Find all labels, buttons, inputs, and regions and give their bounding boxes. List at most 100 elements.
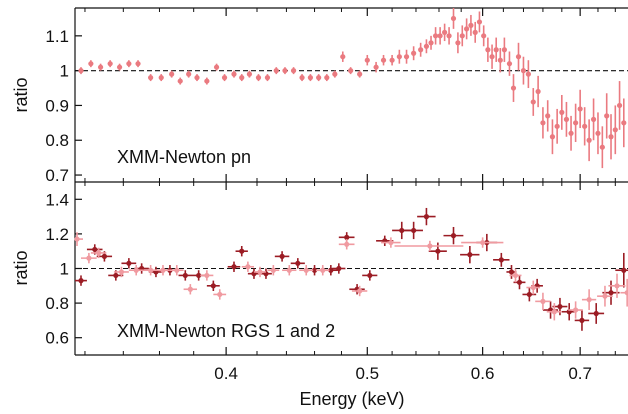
data-point bbox=[624, 290, 628, 296]
data-point bbox=[186, 71, 192, 77]
data-point bbox=[411, 227, 417, 234]
data-point bbox=[213, 64, 220, 70]
data-point bbox=[86, 255, 92, 261]
y-tick-label: 1 bbox=[60, 62, 69, 81]
data-point bbox=[399, 227, 405, 234]
data-point bbox=[388, 239, 394, 246]
data-point bbox=[316, 75, 322, 81]
data-point bbox=[608, 290, 614, 296]
y-tick-label: 0.7 bbox=[45, 166, 69, 185]
data-point bbox=[101, 253, 108, 259]
data-point bbox=[204, 272, 210, 279]
pn-panel: 0.7 0.8 0.9 1 1.1 ratio XMM-Newton pn bbox=[11, 7, 628, 185]
data-point bbox=[497, 57, 503, 63]
data-point bbox=[245, 264, 251, 270]
data-point bbox=[604, 113, 610, 119]
data-point bbox=[96, 250, 102, 256]
data-point bbox=[78, 68, 84, 74]
data-point bbox=[608, 134, 614, 140]
y-tick-label: 0.6 bbox=[45, 329, 69, 348]
data-point bbox=[530, 284, 536, 291]
data-point bbox=[599, 144, 605, 150]
y-tick-label: 0.9 bbox=[45, 96, 69, 115]
data-point bbox=[614, 283, 620, 289]
data-point bbox=[476, 19, 483, 25]
data-point bbox=[545, 113, 551, 119]
data-point bbox=[540, 120, 546, 126]
data-point bbox=[554, 123, 560, 129]
data-point bbox=[126, 61, 132, 67]
data-point bbox=[396, 54, 402, 60]
data-point bbox=[508, 269, 515, 275]
data-point bbox=[303, 267, 309, 273]
data-point bbox=[480, 239, 486, 246]
data-point bbox=[573, 307, 579, 313]
data-point bbox=[446, 33, 452, 39]
data-point bbox=[432, 33, 439, 39]
data-point bbox=[380, 57, 387, 63]
y-tick-label: 1.1 bbox=[45, 27, 69, 46]
data-point bbox=[177, 78, 183, 84]
data-point bbox=[344, 241, 350, 247]
data-point bbox=[270, 267, 276, 273]
data-point bbox=[282, 68, 288, 74]
data-point bbox=[357, 71, 363, 77]
data-point bbox=[74, 236, 80, 242]
y-axis-label: ratio bbox=[11, 77, 31, 112]
data-point bbox=[113, 272, 119, 279]
data-point bbox=[602, 293, 608, 299]
x-tick-label: 0.5 bbox=[355, 364, 379, 383]
data-point bbox=[621, 120, 627, 126]
data-point bbox=[344, 234, 350, 240]
data-point bbox=[148, 75, 154, 81]
data-point bbox=[348, 68, 354, 74]
data-point bbox=[590, 116, 597, 122]
data-point bbox=[579, 317, 585, 323]
data-point bbox=[489, 54, 495, 60]
data-point bbox=[97, 64, 104, 70]
data-point bbox=[467, 252, 473, 258]
data-point bbox=[485, 47, 491, 53]
data-point bbox=[135, 61, 141, 67]
data-point bbox=[367, 272, 373, 279]
data-point bbox=[573, 120, 579, 126]
panel-annotation: XMM-Newton RGS 1 and 2 bbox=[117, 321, 335, 341]
data-point bbox=[88, 61, 94, 67]
data-point bbox=[427, 243, 433, 249]
data-point bbox=[464, 26, 470, 32]
y-axis-label: ratio bbox=[11, 250, 31, 285]
data-point bbox=[442, 29, 448, 35]
data-point bbox=[279, 253, 285, 259]
data-point bbox=[264, 75, 271, 81]
data-point bbox=[169, 71, 175, 77]
data-point bbox=[148, 267, 154, 273]
data-point bbox=[204, 78, 210, 84]
data-point bbox=[621, 267, 627, 273]
data-point bbox=[307, 75, 314, 81]
data-point bbox=[92, 246, 98, 253]
data-point bbox=[586, 137, 592, 143]
x-tick-label: 0.7 bbox=[568, 364, 592, 383]
data-point bbox=[498, 257, 504, 263]
data-point bbox=[221, 75, 228, 81]
data-point bbox=[459, 33, 465, 39]
data-point bbox=[516, 279, 523, 285]
data-point bbox=[174, 267, 180, 273]
rgs-panel: 0.6 0.8 1 1.2 1.4 0.4 0.5 0.6 0.7 ratio XMM-Newton… bbox=[11, 182, 628, 383]
data-point bbox=[364, 57, 370, 63]
data-point bbox=[612, 127, 618, 133]
y-tick-label: 0.8 bbox=[45, 294, 69, 313]
data-point bbox=[423, 214, 430, 220]
data-point bbox=[332, 71, 338, 77]
data-point bbox=[328, 267, 334, 273]
data-point bbox=[525, 71, 531, 77]
data-point bbox=[160, 267, 166, 273]
data-point bbox=[468, 22, 474, 28]
data-point bbox=[273, 68, 279, 74]
data-point bbox=[472, 29, 478, 35]
data-point bbox=[530, 99, 536, 105]
x-tick-label: 0.4 bbox=[214, 364, 238, 383]
data-point bbox=[493, 47, 499, 53]
data-point bbox=[540, 298, 546, 304]
data-point bbox=[582, 123, 588, 129]
